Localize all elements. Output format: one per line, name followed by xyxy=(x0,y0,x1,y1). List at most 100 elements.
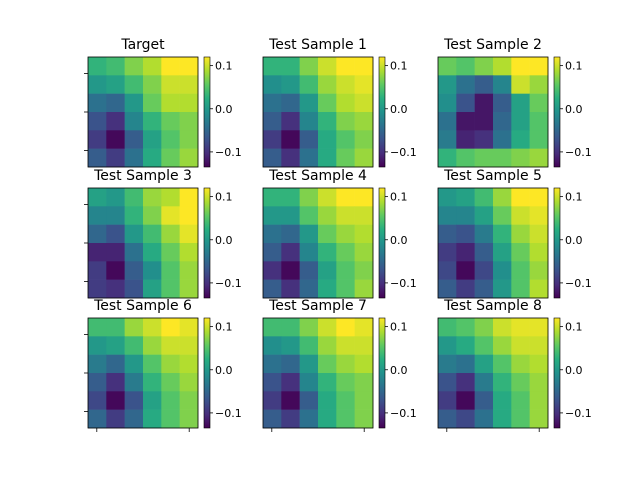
heatmap-cell xyxy=(143,75,162,94)
heatmap-cell xyxy=(88,336,107,355)
heatmap-cell xyxy=(318,57,337,76)
heatmap-cell xyxy=(529,354,549,374)
heatmap-panel-3: Test Sample 3 0.1 0.0 −0.1 xyxy=(84,168,242,299)
heatmap-cell xyxy=(88,93,107,113)
heatmap-cell xyxy=(529,224,549,244)
colorbar-tick-label: −0.1 xyxy=(390,407,417,420)
heatmap-cell xyxy=(511,409,530,429)
heatmap-cell xyxy=(263,409,282,429)
colorbar-tick-label: −0.1 xyxy=(565,407,592,420)
heatmap-cell xyxy=(161,336,180,355)
heatmap-cell xyxy=(106,243,125,262)
heatmap-cell xyxy=(179,261,199,280)
heatmap-cell xyxy=(456,391,475,410)
heatmap-cell xyxy=(456,188,475,207)
heatmap-cell xyxy=(318,336,337,355)
heatmap-cell xyxy=(124,57,144,76)
heatmap-cell xyxy=(493,279,512,299)
heatmap-cell xyxy=(263,279,282,299)
heatmap-cell xyxy=(493,93,512,113)
heatmap-cell xyxy=(161,391,180,410)
colorbar-tick-label: −0.1 xyxy=(565,146,592,159)
heatmap-cell xyxy=(88,57,107,76)
heatmap-cell xyxy=(456,148,475,168)
heatmap-cell xyxy=(511,224,530,244)
heatmap-cell xyxy=(438,373,457,392)
colorbar-tick-label: 0.0 xyxy=(215,103,233,116)
heatmap-cell xyxy=(263,243,282,262)
heatmap-cell xyxy=(318,409,337,429)
heatmap-cell xyxy=(179,354,199,374)
heatmap-cell xyxy=(456,336,475,355)
heatmap-cell xyxy=(106,354,125,374)
heatmap-cell xyxy=(318,188,337,207)
colorbar xyxy=(203,56,211,168)
heatmap-cell xyxy=(106,188,125,207)
heatmap-cell xyxy=(143,188,162,207)
heatmap-cell xyxy=(336,409,355,429)
heatmap-cell xyxy=(336,261,355,280)
panel-title: Test Sample 4 xyxy=(268,168,367,184)
colorbar-tick-label: 0.1 xyxy=(565,321,583,334)
heatmap-cell xyxy=(281,279,300,299)
heatmap-cell xyxy=(179,336,199,355)
heatmap-cell xyxy=(438,279,457,299)
heatmap-cell xyxy=(143,261,162,280)
heatmap-cell xyxy=(336,148,355,168)
heatmap-cell xyxy=(511,130,530,149)
heatmap-cell xyxy=(161,188,180,207)
heatmap-cell xyxy=(88,206,107,225)
heatmap-cell xyxy=(124,93,144,113)
heatmap-cell xyxy=(88,148,107,168)
colorbar-tick-label: 0.1 xyxy=(565,191,583,204)
colorbar-tick-label: −0.1 xyxy=(390,277,417,290)
heatmap-panel-4: Test Sample 4 0.1 0.0 −0.1 xyxy=(262,168,417,299)
heatmap-cell xyxy=(474,318,494,337)
colorbar-tick-label: 0.0 xyxy=(390,103,408,116)
panel-frame xyxy=(437,187,549,299)
colorbar-tick-label: −0.1 xyxy=(215,277,242,290)
heatmap-cell xyxy=(124,318,144,337)
heatmap-cell xyxy=(88,261,107,280)
heatmap-cell xyxy=(179,373,199,392)
heatmap-cell xyxy=(474,373,494,392)
colorbar-tick-label: 0.0 xyxy=(565,364,583,377)
heatmap-cell xyxy=(511,318,530,337)
heatmap-cell xyxy=(88,391,107,410)
heatmap-cell xyxy=(438,130,457,149)
heatmap-cell xyxy=(263,354,282,374)
heatmap-cell xyxy=(179,57,199,76)
heatmap-cell xyxy=(354,93,374,113)
heatmap-cell xyxy=(511,354,530,374)
heatmap-cell xyxy=(179,130,199,149)
heatmap-cell xyxy=(493,57,512,76)
heatmap-cell xyxy=(493,148,512,168)
heatmap-cell xyxy=(106,261,125,280)
heatmap-cell xyxy=(438,354,457,374)
heatmap-cell xyxy=(318,224,337,244)
heatmap-cell xyxy=(143,318,162,337)
heatmap-cell xyxy=(438,336,457,355)
heatmap-cell xyxy=(124,261,144,280)
heatmap-cell xyxy=(318,243,337,262)
heatmap-cell xyxy=(124,188,144,207)
heatmap-cell xyxy=(263,130,282,149)
heatmap-panel-8: Test Sample 8 0.1 0.0 −0.1 xyxy=(437,298,592,432)
heatmap-cell xyxy=(299,188,319,207)
heatmap-cell xyxy=(456,318,475,337)
heatmap-cell xyxy=(161,57,180,76)
heatmap-cell xyxy=(281,409,300,429)
heatmap-cell xyxy=(493,243,512,262)
heatmap-panel-2: Test Sample 2 0.1 0.0 −0.1 xyxy=(437,37,592,168)
heatmap-cell xyxy=(299,336,319,355)
heatmap-cell xyxy=(161,279,180,299)
panel-frame xyxy=(262,317,374,429)
heatmap-cell xyxy=(336,318,355,337)
heatmap-cell xyxy=(281,261,300,280)
heatmap-cell xyxy=(161,243,180,262)
heatmap-cell xyxy=(438,224,457,244)
colorbar xyxy=(203,187,211,299)
heatmap-cell xyxy=(354,57,374,76)
heatmap-cell xyxy=(474,57,494,76)
